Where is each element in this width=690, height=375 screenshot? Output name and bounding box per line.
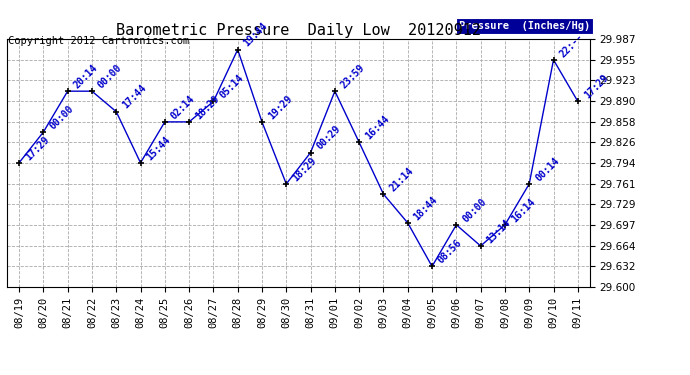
Text: 18:29: 18:29 <box>193 93 221 121</box>
Title: Barometric Pressure  Daily Low  20120912: Barometric Pressure Daily Low 20120912 <box>116 23 481 38</box>
Text: 00:29: 00:29 <box>315 124 342 152</box>
Text: 21:14: 21:14 <box>388 165 415 194</box>
Text: 16:44: 16:44 <box>364 114 391 141</box>
Text: 13:14: 13:14 <box>485 217 513 245</box>
Text: 17:29: 17:29 <box>582 73 610 100</box>
Text: 23:59: 23:59 <box>339 63 367 90</box>
Text: 19:44: 19:44 <box>242 21 270 49</box>
Text: 18:44: 18:44 <box>412 194 440 222</box>
Text: 19:29: 19:29 <box>266 93 294 121</box>
Text: 05:14: 05:14 <box>217 73 246 100</box>
Text: Copyright 2012 Cartronics.com: Copyright 2012 Cartronics.com <box>8 36 190 46</box>
Text: 02:14: 02:14 <box>169 93 197 121</box>
Text: 20:14: 20:14 <box>72 63 99 90</box>
Text: 00:00: 00:00 <box>460 196 489 224</box>
Text: 15:44: 15:44 <box>145 134 172 162</box>
Text: 16:14: 16:14 <box>509 196 537 224</box>
Text: 00:00: 00:00 <box>96 63 124 90</box>
Text: 17:44: 17:44 <box>120 83 148 111</box>
Text: 08:56: 08:56 <box>436 238 464 266</box>
Text: 18:29: 18:29 <box>290 155 318 183</box>
Text: 22:--: 22:-- <box>558 31 586 59</box>
Text: 00:14: 00:14 <box>533 155 561 183</box>
Text: Pressure  (Inches/Hg): Pressure (Inches/Hg) <box>459 21 590 31</box>
Text: 17:29: 17:29 <box>23 134 51 162</box>
Text: 00:00: 00:00 <box>48 104 75 131</box>
